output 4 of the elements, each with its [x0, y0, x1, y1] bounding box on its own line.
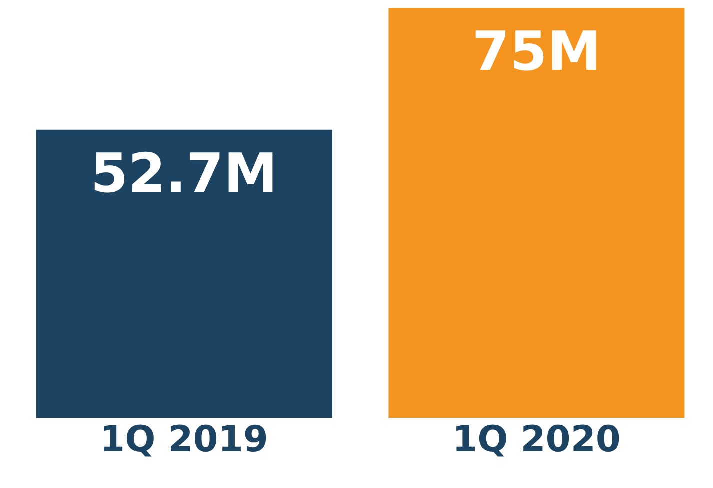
x-tick-label: 1Q 2019 — [100, 420, 268, 461]
data-label: 75M — [472, 20, 602, 83]
x-tick-label: 1Q 2020 — [452, 420, 621, 461]
data-label: 52.7M — [90, 142, 278, 205]
